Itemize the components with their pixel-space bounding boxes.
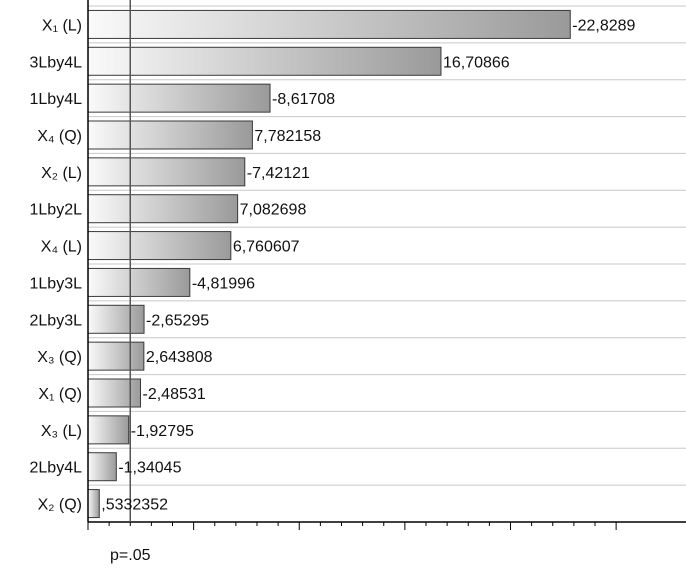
bar [87, 83, 271, 113]
bar [87, 267, 191, 297]
data-label: -1,34045 [118, 460, 181, 477]
category-label: 2Lby4L [30, 460, 83, 477]
bar [87, 231, 232, 261]
data-label: -1,92795 [131, 423, 194, 440]
data-label: -8,61708 [272, 91, 335, 108]
category-label: 1Lby3L [30, 275, 83, 292]
bar [87, 452, 117, 482]
category-label: X₁ (Q) [38, 386, 82, 403]
bars [87, 9, 571, 519]
category-label: X₃ (L) [41, 423, 82, 440]
bar [87, 194, 239, 224]
data-label: 6,760607 [233, 239, 300, 256]
bar [87, 46, 442, 76]
data-label: -4,81996 [192, 275, 255, 292]
category-label: X₃ (Q) [37, 349, 82, 366]
category-label: 1Lby4L [30, 91, 83, 108]
data-label: -22,8289 [572, 17, 635, 34]
labels: X₁ (L) -22,8289 3Lby4L 16,70866 1Lby4L -8,617… [30, 17, 636, 564]
category-label: X₁ (L) [42, 17, 82, 34]
data-label: -7,42121 [247, 165, 310, 182]
bar [87, 378, 142, 408]
category-label: X₄ (L) [41, 239, 82, 256]
bar [87, 341, 145, 371]
data-label: 16,70866 [443, 54, 510, 71]
grid-lines [88, 5, 686, 523]
category-label: 1Lby2L [30, 202, 83, 219]
bar [87, 415, 130, 445]
category-label: 2Lby3L [30, 312, 83, 329]
data-label: 2,643808 [146, 349, 213, 366]
bar [87, 120, 253, 150]
axes [87, 0, 686, 530]
bar [87, 157, 246, 187]
reference-line-label: p=.05 [110, 547, 151, 564]
data-label: -2,65295 [146, 312, 209, 329]
category-label: X₄ (Q) [37, 128, 82, 145]
category-label: X₂ (L) [41, 165, 82, 182]
category-label: 3Lby4L [30, 54, 83, 71]
data-label: 7,782158 [254, 128, 321, 145]
data-label: 7,082698 [240, 202, 307, 219]
bar [87, 304, 145, 334]
bar [87, 9, 571, 39]
data-label: -2,48531 [143, 386, 206, 403]
category-label: X₂ (Q) [38, 497, 82, 514]
bar [87, 489, 100, 519]
data-label: ,5332352 [101, 497, 168, 514]
